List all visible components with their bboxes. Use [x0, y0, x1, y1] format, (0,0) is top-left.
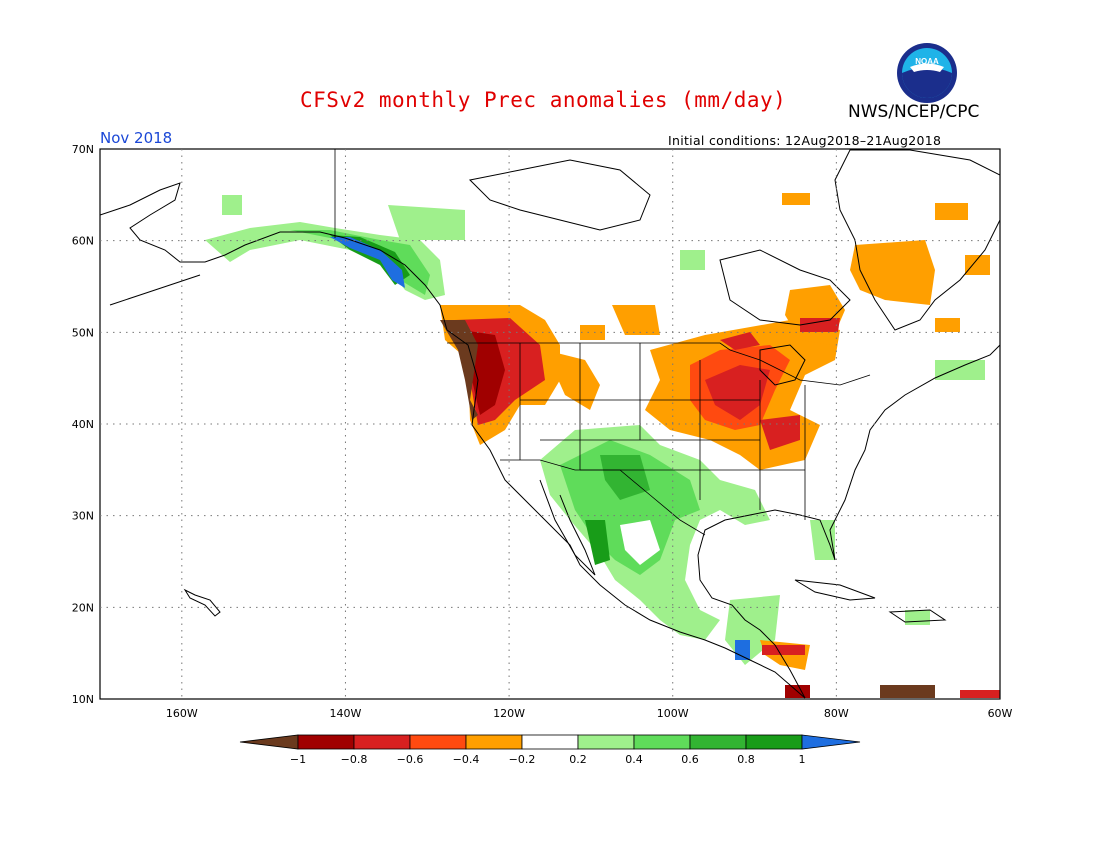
anomaly-patch: [600, 455, 650, 500]
initial-conditions-label: Initial conditions: 12Aug2018–21Aug2018: [668, 133, 942, 148]
anomaly-patch: [680, 250, 705, 270]
great-lakes: [759, 344, 806, 386]
anomaly-patch: [810, 520, 835, 560]
noaa-logo: NOAA: [897, 43, 957, 103]
anomaly-patch: [585, 520, 610, 565]
longitude-tick-label: 80W: [824, 707, 849, 720]
us-canada-border: [447, 342, 871, 386]
month-label: Nov 2018: [100, 129, 173, 147]
aleutians: [109, 274, 201, 306]
colorbar-bin: [745, 734, 803, 750]
colorbar-tick-label: −0.4: [453, 753, 480, 766]
anomaly-patch: [705, 365, 770, 420]
latitude-tick-label: 30N: [72, 510, 94, 523]
anomaly-patch: [782, 193, 810, 205]
colorbar-bin: [633, 734, 691, 750]
colorbar-bin: [409, 734, 467, 750]
hudson-bay: [719, 249, 851, 326]
colorbar-tick-label: 0.8: [737, 753, 755, 766]
colorbar-bin: [239, 734, 299, 750]
latitude-tick-label: 70N: [72, 143, 94, 156]
greenland: [834, 149, 1000, 331]
latitude-tick-label: 20N: [72, 601, 94, 614]
hawaii: [183, 588, 221, 617]
colorbar-bin: [689, 734, 747, 750]
longitude-tick-label: 60W: [988, 707, 1013, 720]
anomaly-patch: [580, 325, 605, 340]
colorbar-bin: [521, 734, 579, 750]
anomaly-patch: [620, 520, 660, 565]
anomaly-patch: [388, 205, 465, 240]
arctic-islands: [468, 159, 651, 231]
colorbar-bin: [353, 734, 411, 750]
longitude-tick-label: 140W: [330, 707, 362, 720]
anomaly-patch: [290, 230, 430, 295]
latitude-tick-label: 10N: [72, 693, 94, 706]
hispaniola: [888, 609, 947, 623]
longitude-tick-label: 160W: [166, 707, 198, 720]
latitude-tick-label: 40N: [72, 418, 94, 431]
colorbar-tick-label: −1: [290, 753, 306, 766]
longitude-tick-label: 100W: [657, 707, 689, 720]
anomaly-patch: [850, 240, 935, 305]
political-borders: [334, 149, 871, 536]
anomaly-patches: [205, 193, 1000, 698]
colorbar-tick-label: 0.4: [625, 753, 643, 766]
colorbar-tick-label: 1: [799, 753, 806, 766]
anomaly-patch: [762, 645, 805, 655]
map-area: [100, 149, 1000, 699]
colorbar-bin: [465, 734, 523, 750]
logo-text: NOAA: [915, 57, 939, 66]
coastlines: [100, 149, 1000, 699]
us-states: [519, 343, 806, 520]
colorbar-tick-label: 0.6: [681, 753, 699, 766]
colorbar-tick-label: −0.6: [397, 753, 424, 766]
latitude-tick-label: 50N: [72, 326, 94, 339]
colorbar-bin: [297, 734, 355, 750]
anomaly-patch: [960, 690, 1000, 698]
anomaly-patch: [330, 237, 405, 288]
cuba: [794, 579, 876, 601]
gulf-coastline: [697, 344, 1000, 699]
anomaly-patch: [935, 318, 960, 332]
anomaly-patch: [965, 255, 990, 275]
colorbar-bin: [577, 734, 635, 750]
latitude-tick-label: 60N: [72, 235, 94, 248]
anomaly-patch: [800, 318, 840, 332]
anomaly-patch: [935, 203, 968, 220]
anomaly-patch: [880, 685, 935, 698]
anomaly-patch: [545, 350, 600, 410]
axis-labels: 70N 60N 50N 40N 30N 20N 10N 160W 140W 120W 100W 80W…: [72, 143, 1013, 720]
anomaly-patch: [720, 332, 760, 350]
anomaly-patch: [612, 305, 660, 335]
colorbar-tick-label: −0.2: [509, 753, 536, 766]
agency-label: NWS/NCEP/CPC: [848, 102, 980, 122]
chart-title: CFSv2 monthly Prec anomalies (mm/day): [300, 88, 787, 112]
longitude-tick-label: 120W: [493, 707, 525, 720]
colorbar-bin: [801, 734, 861, 750]
north-america-coastline: [100, 182, 806, 699]
anomaly-patch: [935, 360, 985, 380]
anomaly-patch: [560, 440, 700, 575]
colorbar-tick-label: −0.8: [341, 753, 368, 766]
anomaly-patch: [222, 195, 242, 215]
baja-coastline: [539, 479, 596, 576]
graticule: [100, 149, 1000, 699]
colorbar-tick-label: 0.2: [569, 753, 587, 766]
